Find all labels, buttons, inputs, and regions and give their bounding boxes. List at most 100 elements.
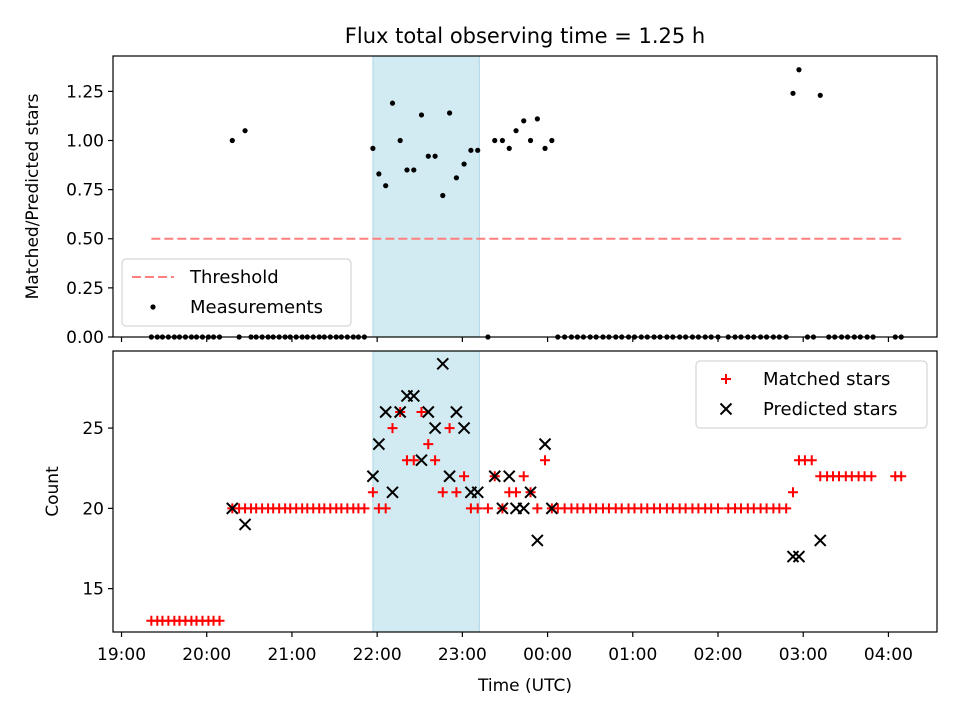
matched-star-point bbox=[437, 487, 448, 498]
matched-star-point bbox=[359, 503, 370, 514]
legend-predicted-label: Predicted stars bbox=[763, 399, 897, 420]
y-tick-label: 0.50 bbox=[66, 230, 104, 250]
measurement-point bbox=[229, 137, 235, 144]
measurement-point bbox=[370, 145, 376, 151]
series-predicted-stars bbox=[226, 357, 827, 563]
predicted-star-point bbox=[503, 470, 516, 483]
measurement-point bbox=[425, 153, 431, 159]
predicted-star-point bbox=[471, 486, 484, 499]
matched-star-point bbox=[472, 503, 483, 514]
predicted-star-point bbox=[814, 534, 827, 547]
legend-threshold-label: Threshold bbox=[189, 267, 279, 288]
matched-star-point bbox=[430, 455, 441, 466]
measurement-point bbox=[527, 137, 534, 144]
x-tick-label: 22:00 bbox=[353, 645, 402, 665]
x-tick-label: 04:00 bbox=[864, 645, 913, 665]
predicted-star-point bbox=[545, 502, 559, 515]
measurement-point bbox=[534, 116, 540, 122]
measurement-point bbox=[242, 128, 248, 134]
measurement-point bbox=[817, 92, 823, 98]
y-tick-label: 20 bbox=[82, 499, 104, 519]
matched-star-point bbox=[214, 615, 225, 626]
predicted-star-point bbox=[436, 357, 449, 371]
predicted-star-point bbox=[379, 405, 392, 419]
measurement-point bbox=[404, 167, 410, 173]
predicted-star-point bbox=[366, 470, 380, 483]
top-panel: 0.00 0.25 0.50 0.75 1.00 1.25 Matched/Predicte… bbox=[23, 55, 938, 348]
matched-star-point bbox=[444, 423, 455, 434]
matched-star-point bbox=[896, 471, 907, 482]
y-tick-label: 1.25 bbox=[66, 82, 104, 102]
matched-star-point bbox=[713, 503, 724, 514]
x-tick-label: 01:00 bbox=[608, 645, 657, 665]
y-axis-label: Matched/Predicted stars bbox=[23, 93, 43, 299]
x-tick-label: 20:00 bbox=[182, 645, 231, 665]
matched-star-point bbox=[806, 455, 817, 466]
measurement-point bbox=[506, 145, 512, 151]
measurement-point bbox=[475, 147, 481, 153]
measurement-point bbox=[790, 90, 796, 96]
series-matched-stars bbox=[146, 407, 907, 626]
measurement-point bbox=[453, 175, 460, 181]
predicted-star-point bbox=[393, 405, 407, 419]
matched-star-point bbox=[866, 471, 877, 482]
matched-star-point bbox=[518, 471, 529, 482]
measurement-point bbox=[549, 137, 555, 144]
x-tick-label: 03:00 bbox=[779, 645, 828, 665]
predicted-star-point bbox=[450, 405, 463, 419]
measurement-point bbox=[513, 128, 519, 134]
y-tick-label: 1.00 bbox=[66, 131, 104, 151]
predicted-star-point bbox=[422, 405, 435, 419]
matched-star-point bbox=[451, 487, 462, 498]
legend-matched-label: Matched stars bbox=[763, 369, 890, 390]
measurement-point bbox=[468, 147, 474, 153]
measurement-point bbox=[542, 145, 548, 151]
axes-frame bbox=[112, 350, 938, 633]
y-tick-label: 15 bbox=[82, 580, 104, 600]
measurement-point bbox=[446, 110, 453, 116]
bottom-panel: 15 20 25 19:00 20:00 21:00 22:00 23:00 00:00 01:0… bbox=[43, 350, 938, 696]
y-tick-label: 0.00 bbox=[66, 328, 104, 348]
y-axis-label: Count bbox=[43, 466, 63, 517]
matched-star-point bbox=[459, 471, 470, 482]
x-tick-label: 23:00 bbox=[438, 645, 487, 665]
matched-star-point bbox=[380, 503, 391, 514]
legend-bottom: Matched stars Predicted stars bbox=[695, 360, 928, 429]
predicted-star-point bbox=[443, 470, 456, 483]
matched-star-point bbox=[781, 503, 792, 514]
matched-star-point bbox=[416, 407, 427, 418]
x-axis-label: Time (UTC) bbox=[477, 676, 572, 696]
measurement-point bbox=[432, 153, 438, 159]
predicted-star-point bbox=[372, 437, 386, 451]
y-tick-label: 0.75 bbox=[66, 181, 104, 201]
predicted-star-point bbox=[415, 453, 428, 467]
measurement-point bbox=[796, 67, 802, 73]
legend-box bbox=[121, 258, 352, 327]
measurement-point bbox=[492, 137, 498, 144]
measurement-point bbox=[440, 192, 446, 199]
measurement-point bbox=[389, 100, 396, 106]
matched-star-point bbox=[482, 503, 493, 514]
x-tick-label: 00:00 bbox=[523, 645, 572, 665]
matched-star-point bbox=[511, 487, 522, 498]
matched-star-point bbox=[367, 487, 378, 498]
matched-star-point bbox=[540, 455, 551, 466]
legend-predicted-swatch bbox=[719, 402, 733, 416]
predicted-star-point bbox=[792, 550, 806, 563]
predicted-star-point bbox=[538, 437, 552, 451]
predicted-star-point bbox=[428, 421, 442, 435]
measurement-point bbox=[418, 112, 425, 118]
observing-window-span bbox=[372, 350, 480, 633]
measurement-point bbox=[521, 118, 527, 124]
axes-frame bbox=[112, 55, 938, 338]
predicted-star-point bbox=[524, 486, 537, 499]
matched-star-point bbox=[787, 487, 798, 498]
x-tick-label: 21:00 bbox=[267, 645, 316, 665]
measurement-point bbox=[376, 171, 382, 177]
matched-star-point bbox=[408, 455, 419, 466]
legend-box bbox=[695, 360, 928, 429]
y-tick-label: 0.25 bbox=[66, 279, 104, 299]
legend-top: Threshold Measurements bbox=[121, 258, 352, 327]
